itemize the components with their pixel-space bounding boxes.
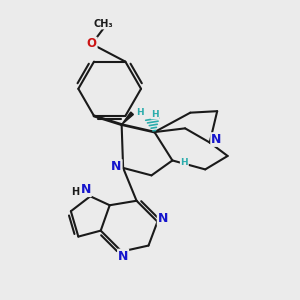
Text: H: H (181, 158, 188, 167)
Text: N: N (158, 212, 168, 225)
Text: N: N (111, 160, 122, 173)
Text: CH₃: CH₃ (94, 19, 113, 29)
Text: H: H (136, 108, 144, 117)
Text: H: H (71, 187, 80, 197)
Text: N: N (118, 250, 128, 262)
Text: O: O (87, 38, 97, 50)
Polygon shape (122, 112, 134, 124)
Text: N: N (81, 183, 91, 196)
Text: H: H (151, 110, 159, 119)
Text: N: N (211, 133, 221, 146)
